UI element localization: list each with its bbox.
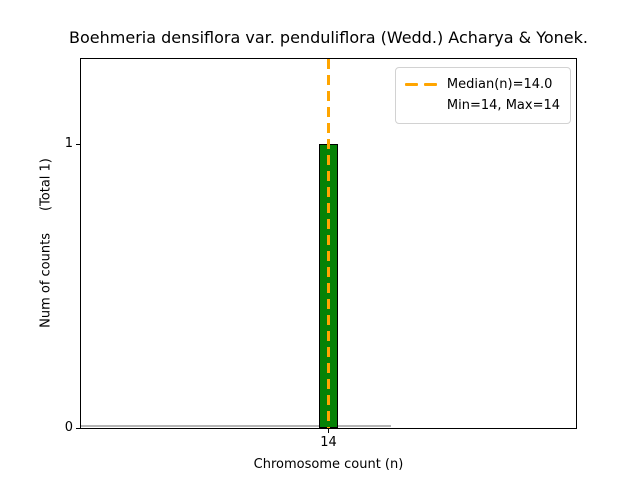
xtick-mark-14 [328, 429, 329, 433]
ytick-label-0: 0 [64, 420, 73, 435]
ytick-mark-1 [76, 143, 80, 145]
legend-median-label: Median(n)=14.0 [446, 77, 553, 92]
y-axis-label-text: Num of counts [38, 233, 54, 328]
legend-row-minmax: Min=14, Max=14 [405, 95, 560, 116]
legend-minmax-label: Min=14, Max=14 [446, 98, 560, 113]
legend-median-dash-icon [404, 83, 438, 86]
median-dashed-line [327, 59, 330, 428]
dash-icon [423, 83, 437, 86]
legend-row-median: Median(n)=14.0 [404, 74, 560, 95]
y-axis-label: Num of counts (Total 1) [39, 158, 54, 328]
zero-count-baseline [81, 425, 391, 427]
y-axis-label-total: (Total 1) [38, 158, 54, 212]
chart-title: Boehmeria densiflora var. penduliflora (… [69, 28, 588, 47]
x-axis-label: Chromosome count (n) [253, 457, 404, 472]
ytick-label-1: 1 [64, 136, 73, 152]
xtick-label-14: 14 [320, 435, 337, 450]
legend: Median(n)=14.0 Min=14, Max=14 [394, 67, 571, 124]
ytick-mark-0 [76, 427, 80, 429]
plot-area: Boehmeria densiflora var. penduliflora (… [39, 28, 588, 472]
dash-icon [404, 83, 418, 86]
